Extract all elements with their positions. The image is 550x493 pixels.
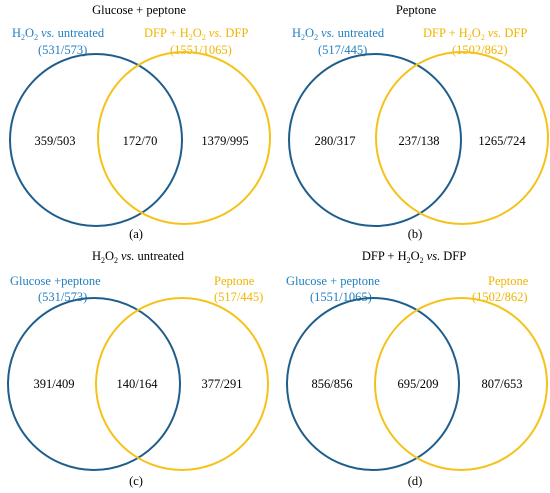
panel-a-right-count: (1551/1065) bbox=[170, 43, 232, 57]
panel-c-left-count: (531/573) bbox=[38, 290, 87, 304]
panel-b-left-label: H2O2 vs. untreated bbox=[292, 26, 385, 42]
panel-a-right-label: DFP + H2O2 vs. DFP bbox=[144, 26, 248, 42]
panel-c-right-label: Peptone bbox=[214, 274, 255, 288]
panel-b-left-only: 280/317 bbox=[315, 134, 356, 148]
panel-d-title: DFP + H2O2 vs. DFP bbox=[362, 249, 466, 265]
panel-c-overlap: 140/164 bbox=[117, 377, 159, 391]
panel-d-overlap: 695/209 bbox=[398, 377, 439, 391]
panel-d-left-only: 856/856 bbox=[312, 377, 353, 391]
panel-b-title: Peptone bbox=[396, 3, 437, 17]
panel-c-caption: (c) bbox=[129, 474, 143, 488]
panel-d: DFP + H2O2 vs. DFP Glucose + peptone (1551… bbox=[286, 249, 548, 488]
panel-a-right-circle bbox=[97, 51, 271, 225]
panel-b-left-count: (517/445) bbox=[318, 43, 367, 57]
panel-a-overlap: 172/70 bbox=[123, 134, 158, 148]
panel-a-right-only: 1379/995 bbox=[201, 134, 248, 148]
panel-a-left-only: 359/503 bbox=[35, 134, 76, 148]
panel-b-left-circle bbox=[288, 53, 462, 227]
panel-d-left-circle bbox=[286, 297, 460, 471]
panel-b-right-label: DFP + H2O2 vs. DFP bbox=[423, 26, 527, 42]
panel-a-left-label: H2O2 vs. untreated bbox=[12, 26, 105, 42]
panel-c-left-only: 391/409 bbox=[34, 377, 75, 391]
panel-b: Peptone H2O2 vs. untreated (517/445) DFP +… bbox=[288, 3, 549, 241]
panel-c-left-label: Glucose +peptone bbox=[10, 274, 101, 288]
panel-a: Glucose + peptone H2O2 vs. untreated (531/… bbox=[9, 3, 271, 241]
panel-c-right-circle bbox=[95, 297, 269, 471]
panel-c-left-circle bbox=[7, 297, 181, 471]
panel-b-right-only: 1265/724 bbox=[478, 134, 526, 148]
panel-d-left-label: Glucose + peptone bbox=[286, 274, 380, 288]
panel-a-title: Glucose + peptone bbox=[92, 3, 186, 17]
panel-b-caption: (b) bbox=[408, 227, 423, 241]
panel-a-left-count: (531/573) bbox=[38, 43, 87, 57]
panel-d-right-circle bbox=[374, 297, 548, 471]
panel-d-right-count: (1502/862) bbox=[472, 290, 528, 304]
panel-d-caption: (d) bbox=[408, 474, 423, 488]
panel-d-left-count: (1551/1065) bbox=[310, 290, 372, 304]
panel-a-caption: (a) bbox=[129, 227, 143, 241]
panel-c-right-only: 377/291 bbox=[202, 377, 243, 391]
panel-a-left-circle bbox=[9, 53, 183, 227]
panel-d-right-only: 807/653 bbox=[482, 377, 523, 391]
panel-b-right-circle bbox=[375, 51, 549, 225]
panel-c-title: H2O2 vs. untreated bbox=[92, 249, 185, 265]
panel-c: H2O2 vs. untreated Glucose +peptone (531/5… bbox=[7, 249, 269, 488]
panel-b-right-count: (1502/862) bbox=[452, 43, 508, 57]
panel-c-right-count: (517/445) bbox=[214, 290, 263, 304]
panel-d-right-label: Peptone bbox=[488, 274, 529, 288]
panel-b-overlap: 237/138 bbox=[399, 134, 440, 148]
